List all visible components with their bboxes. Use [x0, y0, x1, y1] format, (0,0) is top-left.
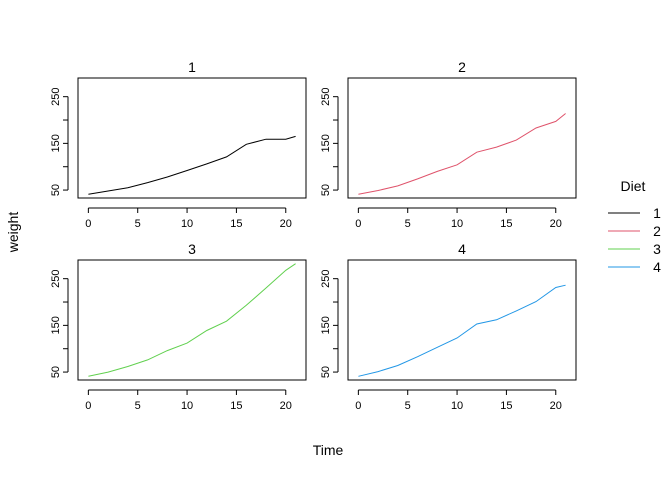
x-axis-label: Time	[313, 442, 344, 458]
legend-label-1: 1	[653, 205, 661, 221]
x-tick-label: 15	[500, 400, 512, 412]
x-tick-label: 0	[85, 218, 91, 230]
y-tick-label: 50	[320, 366, 332, 378]
x-tick-label: 5	[135, 400, 141, 412]
panel-frame	[77, 259, 307, 381]
y-tick-label: 50	[50, 184, 62, 196]
x-tick-label: 20	[280, 400, 292, 412]
panel-4: 4 0 5 10 15 20 50 150 250	[320, 241, 577, 412]
legend-label-4: 4	[653, 259, 661, 275]
panel-title: 4	[458, 241, 466, 257]
legend-label-3: 3	[653, 241, 661, 257]
x-tick-label: 20	[550, 400, 562, 412]
panel-title: 3	[188, 241, 196, 257]
y-axis-label: weight	[5, 212, 21, 254]
x-tick-label: 10	[451, 400, 463, 412]
series-line-diet-1	[88, 135, 296, 195]
y-tick-label: 150	[320, 316, 332, 334]
y-tick-label: 250	[50, 87, 62, 105]
x-tick-label: 10	[181, 218, 193, 230]
y-tick-label: 50	[320, 184, 332, 196]
x-tick-label: 15	[500, 218, 512, 230]
y-tick-label: 150	[50, 134, 62, 152]
panel-frame	[347, 77, 577, 199]
y-tick-label: 150	[320, 134, 332, 152]
x-tick-label: 5	[405, 218, 411, 230]
y-tick-label: 250	[320, 87, 332, 105]
x-tick-label: 10	[181, 400, 193, 412]
x-tick-label: 0	[85, 400, 91, 412]
x-tick-label: 10	[451, 218, 463, 230]
y-tick-label: 250	[320, 269, 332, 287]
y-tick-label: 150	[50, 316, 62, 334]
x-tick-label: 20	[550, 218, 562, 230]
panel-frame	[77, 77, 307, 199]
x-tick-label: 15	[230, 218, 242, 230]
x-tick-label: 0	[355, 400, 361, 412]
legend-title: Diet	[621, 178, 646, 194]
series-line-diet-2	[358, 113, 566, 195]
x-tick-label: 0	[355, 218, 361, 230]
panel-title: 2	[458, 59, 466, 75]
y-tick-label: 50	[50, 366, 62, 378]
x-tick-label: 5	[405, 400, 411, 412]
x-tick-label: 20	[280, 218, 292, 230]
x-tick-label: 5	[135, 218, 141, 230]
y-tick-label: 250	[50, 269, 62, 287]
legend: Diet 1 2 3 4	[608, 178, 661, 275]
series-line-diet-4	[358, 284, 566, 377]
panel-title: 1	[188, 59, 196, 75]
series-line-diet-3	[88, 263, 296, 377]
panel-3: 3 0 5 10 15 20 50 150 250	[50, 241, 307, 412]
x-tick-label: 15	[230, 400, 242, 412]
legend-label-2: 2	[653, 223, 661, 239]
panel-frame	[347, 259, 577, 381]
